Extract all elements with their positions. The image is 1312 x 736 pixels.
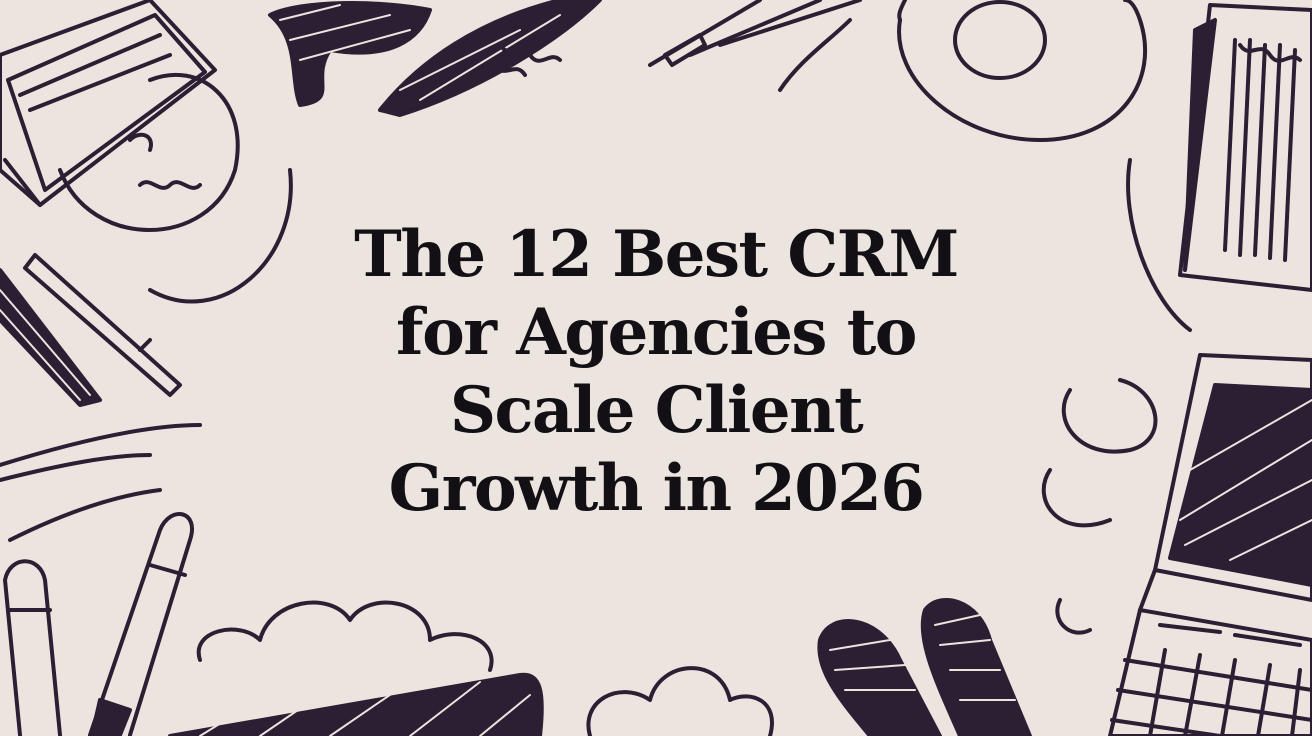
headline-line-2: for Agencies to (396, 295, 917, 370)
headline-line-4: Growth in 2026 (388, 451, 925, 526)
circle-doodle-icon (897, 0, 1147, 142)
cloud-doodle-icon (196, 600, 774, 736)
notepad-doodle-icon (1126, 3, 1312, 332)
headline-line-3: Scale Client (449, 373, 864, 448)
leaf-scribble-icon (817, 598, 1032, 736)
clipboard-doodle-icon (0, 0, 293, 304)
headline-line-1: The 12 Best CRM (354, 217, 959, 292)
marker-doodle-icon (3, 512, 194, 736)
calendar-grid-doodle-icon (1108, 608, 1312, 736)
pen-doodle-icon (648, 0, 862, 92)
headline: The 12 Best CRM for Agencies to Scale Cl… (306, 212, 1006, 532)
laptop-doodle-icon (1041, 353, 1312, 635)
scribble-slab-icon (168, 672, 544, 736)
pencil-doodle-icon (0, 253, 202, 542)
scribble-blob-icon (268, 0, 602, 117)
